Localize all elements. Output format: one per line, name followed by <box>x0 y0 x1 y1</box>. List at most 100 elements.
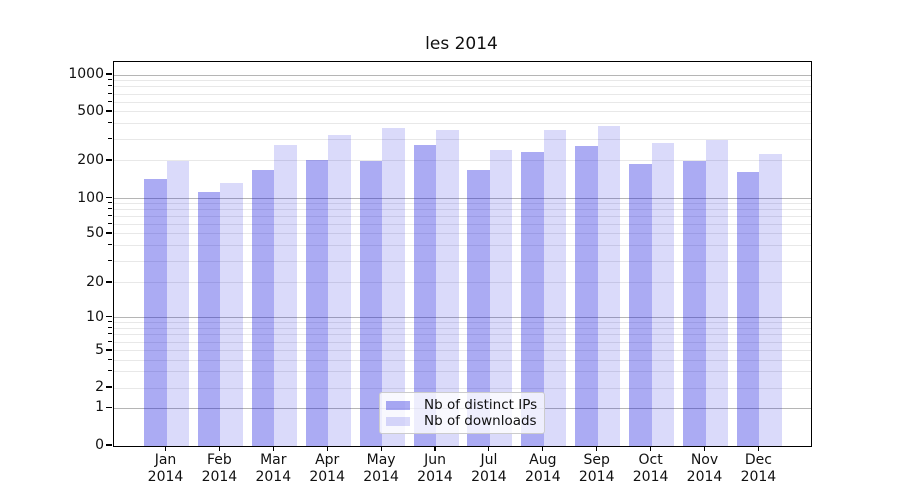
gridline-minor <box>114 101 811 103</box>
y-tick-mark <box>105 315 112 318</box>
gridline-minor <box>114 111 811 113</box>
x-tick-month: Jun <box>424 452 446 468</box>
x-tick-year: 2014 <box>524 469 561 485</box>
legend-item: Nb of distinct IPs <box>386 397 538 413</box>
bar-distinct-ips <box>521 151 544 446</box>
x-tick-mark <box>434 446 436 451</box>
y-tick-mark <box>105 406 112 409</box>
y-minor-tick-mark <box>108 85 112 87</box>
legend-label: Nb of distinct IPs <box>424 397 538 413</box>
y-tick-label: 50 <box>86 224 104 241</box>
x-tick-label: Apr 2014 <box>297 452 357 486</box>
gridline-minor <box>114 80 811 82</box>
bar-downloads <box>543 130 567 446</box>
bar-distinct-ips <box>683 161 706 446</box>
gridline-major <box>114 317 811 318</box>
x-tick-mark <box>488 446 490 451</box>
gridline-minor <box>114 282 811 284</box>
x-tick-mark <box>164 446 167 451</box>
x-tick-month: Dec <box>744 452 772 468</box>
bar-downloads <box>220 183 243 446</box>
x-tick-mark <box>703 446 706 451</box>
bar-downloads <box>166 161 189 446</box>
x-tick-year: 2014 <box>309 469 345 485</box>
x-tick-mark <box>542 446 544 451</box>
gridline-major <box>114 198 811 199</box>
y-minor-tick-mark <box>108 321 112 323</box>
y-tick-mark <box>105 444 112 446</box>
gridline-minor <box>114 93 811 95</box>
gridline-minor <box>114 387 811 389</box>
y-tick-label: 1 <box>95 399 104 416</box>
x-tick-label: Aug 2014 <box>513 452 573 486</box>
bar-distinct-ips <box>251 170 275 446</box>
y-tick-label: 100 <box>77 189 104 206</box>
x-tick-month: May <box>366 452 396 468</box>
y-minor-tick-mark <box>108 79 112 81</box>
y-tick-mark <box>105 159 112 161</box>
x-tick-mark <box>650 446 652 451</box>
gridline-minor <box>114 160 811 162</box>
x-tick-mark <box>272 446 274 451</box>
legend-swatch <box>386 416 410 426</box>
bar-downloads <box>597 125 621 446</box>
gridline-minor <box>114 224 811 226</box>
legend-item: Nb of downloads <box>386 413 537 429</box>
gridline-minor <box>114 216 811 218</box>
x-tick-label: Nov 2014 <box>675 452 735 486</box>
y-tick-label: 1000 <box>68 66 104 83</box>
y-minor-tick-mark <box>108 208 112 210</box>
y-minor-tick-mark <box>108 244 112 246</box>
y-minor-tick-mark <box>108 202 112 204</box>
y-tick-label: 10 <box>86 308 104 325</box>
y-minor-tick-mark <box>108 223 112 225</box>
x-tick-label: Dec 2014 <box>728 452 788 486</box>
bar-downloads <box>705 140 728 446</box>
x-tick-month: Oct <box>638 452 663 468</box>
y-tick-label: 5 <box>95 341 104 358</box>
y-minor-tick-mark <box>108 137 112 139</box>
x-tick-mark <box>218 446 220 451</box>
bar-downloads <box>436 130 459 446</box>
y-minor-tick-mark <box>108 92 112 94</box>
gridline-minor <box>114 209 811 211</box>
x-tick-label: Sep 2014 <box>567 452 627 486</box>
y-tick-label: 2 <box>95 379 104 396</box>
x-tick-year: 2014 <box>686 469 723 485</box>
gridline-minor <box>114 123 811 125</box>
bar-downloads <box>759 154 782 446</box>
bar-distinct-ips <box>575 146 598 446</box>
x-tick-label: Jul 2014 <box>459 452 519 486</box>
bar-distinct-ips <box>629 163 652 446</box>
bar-distinct-ips <box>467 169 490 446</box>
gridline-minor <box>114 341 811 343</box>
x-tick-year: 2014 <box>363 469 399 485</box>
y-tick-mark <box>105 281 112 283</box>
x-tick-year: 2014 <box>471 469 507 485</box>
bar-distinct-ips <box>359 160 383 446</box>
bar-downloads <box>489 150 513 446</box>
x-tick-year: 2014 <box>201 469 238 485</box>
plot-area <box>113 61 812 447</box>
gridline-minor <box>114 327 811 329</box>
y-tick-label: 200 <box>77 151 104 168</box>
bar-downloads <box>651 143 675 446</box>
x-tick-label: May 2014 <box>351 452 411 486</box>
y-minor-tick-mark <box>108 326 112 328</box>
gridline-minor <box>114 322 811 324</box>
x-tick-year: 2014 <box>255 469 292 485</box>
gridline-minor <box>114 260 811 262</box>
x-tick-year: 2014 <box>578 469 615 485</box>
x-tick-year: 2014 <box>417 469 453 485</box>
bar-distinct-ips <box>736 172 760 446</box>
gridline-minor <box>114 371 811 373</box>
legend-label: Nb of downloads <box>424 413 537 429</box>
gridline-minor <box>114 334 811 336</box>
bar-distinct-ips <box>144 179 167 446</box>
x-tick-month: Sep <box>583 452 610 468</box>
x-tick-mark <box>380 446 382 451</box>
y-tick-mark <box>105 73 112 75</box>
y-tick-mark <box>105 110 112 112</box>
x-tick-label: Jan 2014 <box>136 452 196 486</box>
